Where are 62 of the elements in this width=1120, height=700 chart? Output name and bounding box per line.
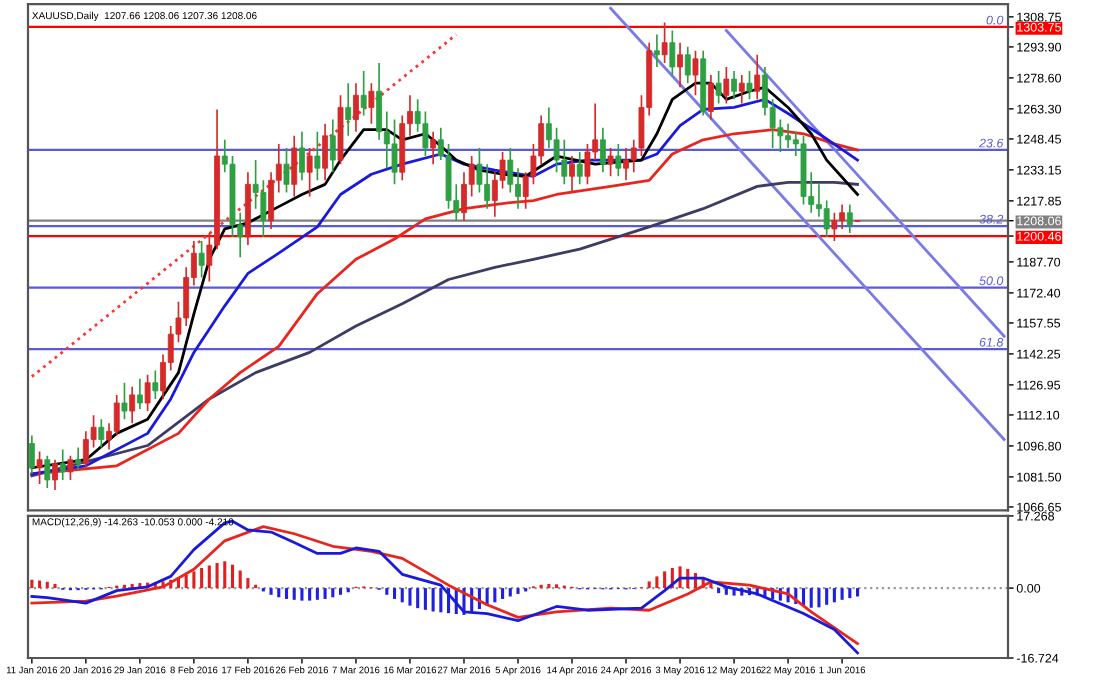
candlestick bbox=[692, 49, 699, 97]
candlestick bbox=[121, 381, 128, 421]
candlestick bbox=[823, 199, 830, 238]
candlestick bbox=[576, 151, 583, 186]
candlestick bbox=[329, 118, 336, 174]
candlestick bbox=[59, 448, 66, 481]
candlestick bbox=[738, 74, 745, 105]
candlestick bbox=[669, 29, 676, 76]
candlestick bbox=[136, 377, 143, 410]
candlestick bbox=[599, 126, 606, 174]
candlestick bbox=[129, 385, 136, 425]
candlestick bbox=[306, 147, 313, 198]
candlestick bbox=[684, 45, 691, 84]
candlestick bbox=[268, 171, 274, 230]
candlestick bbox=[831, 211, 838, 242]
candlestick bbox=[260, 179, 267, 238]
candlestick bbox=[299, 130, 305, 182]
candlestick bbox=[67, 454, 74, 481]
candlestick bbox=[754, 53, 761, 101]
line-series bbox=[30, 180, 859, 478]
candlestick bbox=[345, 82, 352, 137]
candlestick bbox=[484, 163, 491, 210]
candlestick bbox=[28, 434, 35, 475]
candlestick bbox=[98, 418, 105, 449]
candlestick bbox=[707, 74, 714, 121]
candlestick bbox=[360, 70, 367, 117]
candlestick bbox=[461, 171, 467, 222]
candlestick bbox=[198, 240, 205, 279]
candlestick bbox=[113, 394, 120, 437]
candlestick bbox=[75, 446, 82, 471]
candlestick bbox=[376, 62, 383, 141]
candlestick bbox=[322, 122, 329, 182]
candlestick bbox=[846, 203, 853, 234]
candlestick bbox=[785, 122, 792, 149]
candlestick bbox=[52, 458, 58, 491]
candlestick bbox=[731, 70, 737, 101]
candlestick bbox=[82, 430, 89, 469]
candlestick bbox=[368, 82, 375, 125]
candlestick bbox=[36, 450, 43, 485]
candlestick bbox=[144, 373, 151, 412]
candlestick bbox=[507, 147, 514, 194]
candlestick bbox=[283, 147, 290, 194]
candlestick bbox=[391, 118, 398, 186]
candlestick bbox=[677, 41, 683, 89]
candlestick bbox=[430, 130, 437, 165]
candlestick bbox=[839, 203, 846, 230]
candlestick bbox=[715, 70, 722, 105]
candlestick bbox=[723, 66, 730, 105]
candlestick bbox=[653, 33, 660, 68]
candlestick bbox=[353, 82, 359, 133]
candlestick bbox=[314, 130, 321, 182]
candlestick bbox=[615, 143, 622, 178]
candlestick bbox=[515, 167, 521, 210]
candlestick bbox=[44, 454, 51, 489]
candlestick bbox=[623, 147, 629, 182]
candlestick bbox=[607, 147, 614, 178]
candlestick bbox=[561, 138, 568, 186]
candlestick bbox=[661, 21, 668, 64]
candlestick bbox=[569, 155, 575, 194]
candlestick bbox=[746, 70, 753, 101]
candlestick bbox=[152, 369, 159, 400]
candlestick bbox=[291, 134, 298, 198]
